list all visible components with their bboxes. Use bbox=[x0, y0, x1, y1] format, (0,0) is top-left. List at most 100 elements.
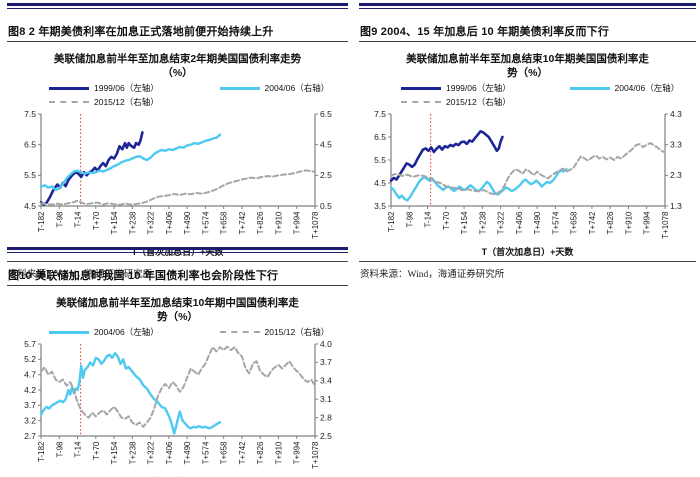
legend-item: 2004/06（右轴） bbox=[178, 81, 349, 95]
figure-title: 图8 2 年期美债利率在加息正式落地前便开始持续上升 bbox=[7, 20, 348, 42]
legend-label: 2015/12（右轴） bbox=[264, 327, 330, 338]
x-tick-label: T+154 bbox=[110, 441, 119, 464]
x-tick-label: T+826 bbox=[256, 211, 265, 234]
x-tick-label: T+742 bbox=[237, 441, 246, 464]
x-tick-label: T+154 bbox=[110, 211, 119, 234]
x-tick-label: T+406 bbox=[164, 211, 173, 234]
x-tick-label: T+238 bbox=[128, 441, 137, 464]
right-tick-label: 4.0 bbox=[320, 339, 332, 349]
chart-legend: 2004/06（左轴） 2015/12（右轴） bbox=[7, 325, 348, 339]
right-tick-label: 3.3 bbox=[670, 140, 682, 150]
right-tick-label: 2.3 bbox=[670, 170, 682, 180]
legend-item: 1999/06（左轴） bbox=[359, 81, 528, 95]
chart-subtitle: 美联储加息前半年至加息结束2年期美国国债利率走势（%） bbox=[53, 53, 302, 79]
legend-label: 2004/06（右轴） bbox=[264, 83, 330, 94]
legend-swatch-icon bbox=[219, 86, 260, 90]
legend-swatch-icon bbox=[219, 331, 260, 334]
x-tick-label: T-98 bbox=[55, 441, 64, 458]
left-tick-label: 3.2 bbox=[24, 416, 36, 426]
x-tick-label: T+742 bbox=[237, 211, 246, 234]
figure-top-rule bbox=[7, 247, 348, 253]
legend-label: 2004/06（左轴） bbox=[94, 327, 159, 338]
left-tick-label: 7.5 bbox=[24, 109, 36, 119]
x-tick-label: T-14 bbox=[73, 211, 82, 228]
figure-top-rule bbox=[359, 3, 696, 9]
x-tick-label: T+994 bbox=[292, 211, 301, 234]
left-tick-label: 5.7 bbox=[24, 339, 36, 349]
series-line bbox=[39, 133, 221, 192]
legend-label: 2015/12（右轴） bbox=[446, 97, 511, 108]
x-tick-label: T+70 bbox=[91, 441, 100, 460]
x-tick-label: T+910 bbox=[624, 211, 633, 234]
x-tick-label: T+154 bbox=[460, 211, 469, 234]
x-tick-label: T+406 bbox=[164, 441, 173, 464]
left-tick-label: 5.5 bbox=[374, 155, 386, 165]
line-chart: 4.5 5.5 6.5 7.5 0.5 2.5 4.5 6.5 T-182 T-98 T-14 T+7… bbox=[24, 109, 332, 239]
x-tick-label: T+658 bbox=[569, 211, 578, 234]
right-tick-label: 3.7 bbox=[320, 357, 332, 367]
right-tick-label: 2.5 bbox=[320, 170, 332, 180]
x-axis-title: T（首次加息日）+天数 bbox=[481, 247, 574, 258]
chart-subtitle: 美联储加息前半年至加息结束10年期中国国债利率走势（%） bbox=[56, 297, 299, 323]
x-tick-label: T+574 bbox=[551, 211, 560, 234]
source-note: 资料来源：Wind，海通证券研究所 bbox=[359, 261, 696, 280]
left-tick-label: 4.2 bbox=[24, 385, 36, 395]
right-tick-label: 4.3 bbox=[670, 109, 682, 119]
x-tick-label: T+238 bbox=[128, 211, 137, 234]
series-line bbox=[39, 169, 316, 207]
legend-label: 2004/06（左轴） bbox=[614, 83, 680, 94]
legend-item: 2015/12（右轴） bbox=[359, 95, 528, 109]
right-tick-label: 2.8 bbox=[320, 413, 332, 423]
x-tick-label: T-98 bbox=[405, 211, 414, 228]
x-tick-label: T+1078 bbox=[311, 211, 320, 239]
x-tick-label: T+490 bbox=[533, 211, 542, 234]
left-tick-label: 4.7 bbox=[24, 370, 36, 380]
x-tick-label: T-98 bbox=[55, 211, 64, 228]
x-tick-label: T+658 bbox=[219, 441, 228, 464]
x-tick-label: T+994 bbox=[642, 211, 651, 234]
x-tick-label: T+826 bbox=[256, 441, 265, 464]
x-tick-label: T+322 bbox=[146, 211, 155, 234]
series-line bbox=[39, 345, 316, 429]
x-tick-label: T+490 bbox=[183, 211, 192, 234]
x-tick-label: T+658 bbox=[219, 211, 228, 234]
legend-item: 2004/06（左轴） bbox=[528, 81, 697, 95]
figure-9-us-10y-treasury: 图9 2004、15 年加息后 10 年期美债利率反而下行 美联储加息前半年至加… bbox=[359, 3, 696, 280]
x-tick-label: T+1078 bbox=[661, 211, 670, 239]
left-tick-label: 7.5 bbox=[374, 109, 386, 119]
right-tick-label: 2.5 bbox=[320, 431, 332, 441]
x-tick-label: T-182 bbox=[387, 211, 396, 232]
x-tick-label: T+910 bbox=[274, 211, 283, 234]
line-chart: 3.5 4.5 5.5 6.5 7.5 1.3 2.3 3.3 4.3 T-182 T-98 T-14… bbox=[374, 109, 682, 239]
x-tick-label: T+406 bbox=[514, 211, 523, 234]
chart-subtitle: 美联储加息前半年至加息结束10年期美国国债利率走势（%） bbox=[406, 53, 649, 79]
x-tick-label: T+1078 bbox=[311, 441, 320, 469]
axis-spines bbox=[389, 114, 666, 207]
right-tick-label: 3.1 bbox=[320, 394, 332, 404]
legend-label: 2015/12（右轴） bbox=[94, 97, 159, 108]
chart-legend: 1999/06（左轴） 2004/06（左轴） 2015/12（右轴） bbox=[359, 81, 696, 109]
figure-10-china-10y-bond: 图10 美联储加息时我国 10 年国债利率也会阶段性下行 美联储加息前半年至加息… bbox=[7, 247, 348, 477]
legend-swatch-icon bbox=[401, 86, 441, 90]
x-tick-label: T+322 bbox=[496, 211, 505, 234]
left-tick-label: 6.5 bbox=[374, 132, 386, 142]
x-tick-label: T-14 bbox=[423, 211, 432, 228]
figure-title: 图9 2004、15 年加息后 10 年期美债利率反而下行 bbox=[359, 20, 696, 42]
left-tick-label: 4.5 bbox=[374, 178, 386, 188]
left-tick-label: 4.5 bbox=[24, 201, 36, 211]
source-note: 资料来源：Wind，海通证券研究所 bbox=[7, 261, 348, 280]
figure-title: 图10 美联储加息时我国 10 年国债利率也会阶段性下行 bbox=[7, 264, 348, 286]
chart-us-2y: 1999/06（左轴） 2004/06（右轴） 2015/12（右轴） 4.5 5.5 6… bbox=[7, 81, 348, 249]
legend-item: 2015/12（右轴） bbox=[7, 95, 178, 109]
x-tick-label: T+238 bbox=[478, 211, 487, 234]
x-tick-label: T+826 bbox=[606, 211, 615, 234]
left-tick-label: 5.5 bbox=[24, 170, 36, 180]
figure-8-us-2y-treasury: 图8 2 年期美债利率在加息正式落地前便开始持续上升 美联储加息前半年至加息结束… bbox=[7, 3, 348, 280]
right-tick-label: 1.3 bbox=[670, 201, 682, 211]
left-tick-label: 6.5 bbox=[24, 140, 36, 150]
chart-us-10y: 1999/06（左轴） 2004/06（左轴） 2015/12（右轴） 3.5 4.5 5… bbox=[359, 81, 696, 249]
legend-swatch-icon bbox=[49, 101, 89, 104]
legend-swatch-icon bbox=[401, 101, 441, 104]
x-tick-label: T+70 bbox=[91, 211, 100, 230]
